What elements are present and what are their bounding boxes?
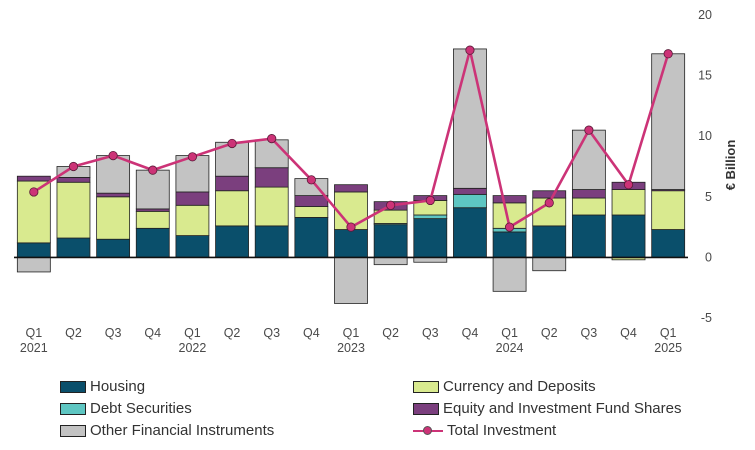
total-investment-point-3 — [148, 165, 158, 175]
bar-other-financial-instruments-2 — [96, 155, 131, 194]
bar-currency-and-deposits-16 — [651, 190, 686, 230]
bar-housing-15 — [611, 214, 646, 258]
bar-debt-securities-11 — [453, 193, 487, 209]
bar-housing-16 — [651, 229, 686, 258]
total-investment-point-1 — [68, 161, 79, 172]
bar-equity-and-investment-fund-shares-2 — [96, 192, 131, 198]
x-tick-quarter: Q1 — [501, 326, 518, 340]
total-investment-point-6 — [267, 134, 277, 144]
bar-other-financial-instruments-11 — [453, 48, 487, 189]
bar-housing-13 — [532, 225, 567, 258]
bar-housing-5 — [215, 225, 249, 258]
bar-equity-and-investment-fund-shares-6 — [254, 167, 289, 188]
y-tick-label: 5 — [705, 190, 712, 204]
bar-other-financial-instruments-14 — [571, 129, 606, 190]
total-investment-point-5 — [227, 138, 237, 149]
x-tick-quarter: Q1 — [660, 326, 677, 340]
bar-currency-and-deposits-7 — [294, 206, 329, 218]
total-investment-point-11 — [465, 45, 475, 55]
y-tick-label: -5 — [701, 311, 712, 325]
y-tick-label: 20 — [698, 8, 712, 22]
bar-equity-and-investment-fund-shares-7 — [294, 195, 329, 207]
x-tick-quarter: Q3 — [581, 326, 598, 340]
total-investment-point-9 — [386, 200, 396, 210]
x-tick-quarter: Q1 — [343, 326, 360, 340]
x-tick-quarter: Q4 — [144, 326, 161, 340]
x-tick-year: 2023 — [337, 341, 365, 355]
bar-currency-and-deposits-4 — [175, 204, 210, 236]
x-tick-quarter: Q4 — [303, 326, 320, 340]
bar-housing-10 — [413, 218, 448, 258]
bar-equity-and-investment-fund-shares-0 — [16, 175, 51, 182]
bar-equity-and-investment-fund-shares-8 — [334, 184, 368, 193]
x-tick-quarter: Q2 — [65, 326, 82, 340]
total-investment-point-2 — [108, 150, 118, 161]
bar-housing-2 — [96, 238, 131, 258]
bar-other-financial-instruments-9 — [373, 256, 408, 266]
x-tick-quarter: Q1 — [25, 326, 42, 340]
bar-currency-and-deposits-15 — [611, 189, 646, 216]
x-tick-quarter: Q2 — [224, 326, 241, 340]
bar-housing-9 — [373, 224, 408, 258]
bar-equity-and-investment-fund-shares-13 — [532, 190, 567, 199]
bar-housing-6 — [254, 225, 289, 258]
bar-equity-and-investment-fund-shares-12 — [492, 195, 527, 204]
bar-other-financial-instruments-12 — [492, 256, 527, 292]
bar-other-financial-instruments-6 — [254, 139, 289, 169]
x-tick-quarter: Q4 — [462, 326, 479, 340]
bar-housing-3 — [135, 227, 170, 258]
bar-other-financial-instruments-8 — [334, 256, 368, 304]
bar-housing-1 — [56, 237, 91, 258]
x-tick-year: 2025 — [654, 341, 682, 355]
total-investment-point-8 — [346, 222, 356, 232]
total-investment-point-15 — [623, 180, 634, 190]
x-tick-quarter: Q3 — [105, 326, 122, 340]
x-tick-year: 2024 — [496, 341, 524, 355]
total-investment-point-7 — [306, 175, 316, 185]
y-axis-label: € Billion — [723, 140, 738, 191]
bar-other-financial-instruments-13 — [532, 256, 567, 272]
bar-currency-and-deposits-6 — [254, 186, 289, 227]
y-tick-label: 15 — [698, 69, 712, 83]
x-tick-quarter: Q2 — [382, 326, 399, 340]
bar-currency-and-deposits-5 — [215, 190, 249, 227]
bar-other-financial-instruments-0 — [16, 256, 51, 273]
total-investment-point-13 — [544, 198, 554, 208]
x-tick-quarter: Q3 — [263, 326, 280, 340]
x-tick-quarter: Q4 — [620, 326, 637, 340]
total-investment-point-4 — [187, 152, 198, 162]
total-investment-point-10 — [425, 195, 435, 206]
bar-housing-7 — [294, 217, 329, 258]
x-tick-quarter: Q3 — [422, 326, 439, 340]
x-tick-quarter: Q1 — [184, 326, 201, 340]
total-investment-point-14 — [584, 125, 594, 135]
x-tick-year: 2022 — [179, 341, 207, 355]
total-investment-point-0 — [29, 187, 39, 197]
bar-housing-4 — [175, 235, 210, 258]
bar-equity-and-investment-fund-shares-5 — [215, 175, 249, 192]
x-tick-year: 2021 — [20, 341, 48, 355]
bar-equity-and-investment-fund-shares-4 — [175, 191, 210, 206]
bar-equity-and-investment-fund-shares-1 — [56, 177, 91, 183]
bar-currency-and-deposits-1 — [56, 181, 91, 239]
bar-equity-and-investment-fund-shares-11 — [453, 187, 487, 195]
bar-housing-0 — [16, 242, 51, 258]
y-tick-label: 0 — [705, 250, 712, 264]
total-investment-point-12 — [504, 222, 515, 232]
bar-currency-and-deposits-3 — [135, 210, 170, 229]
bar-equity-and-investment-fund-shares-14 — [571, 189, 606, 199]
bar-housing-11 — [453, 207, 487, 258]
bar-debt-securities-10 — [413, 214, 448, 220]
bar-currency-and-deposits-14 — [571, 197, 606, 216]
bar-housing-8 — [334, 229, 368, 258]
bar-other-financial-instruments-16 — [651, 53, 686, 190]
bar-housing-14 — [571, 214, 606, 258]
bar-housing-12 — [492, 231, 527, 258]
y-tick-label: 10 — [698, 129, 712, 143]
bar-currency-and-deposits-2 — [96, 196, 131, 240]
x-tick-quarter: Q2 — [541, 326, 558, 340]
total-investment-point-16 — [663, 49, 673, 59]
bar-other-financial-instruments-3 — [135, 169, 170, 210]
